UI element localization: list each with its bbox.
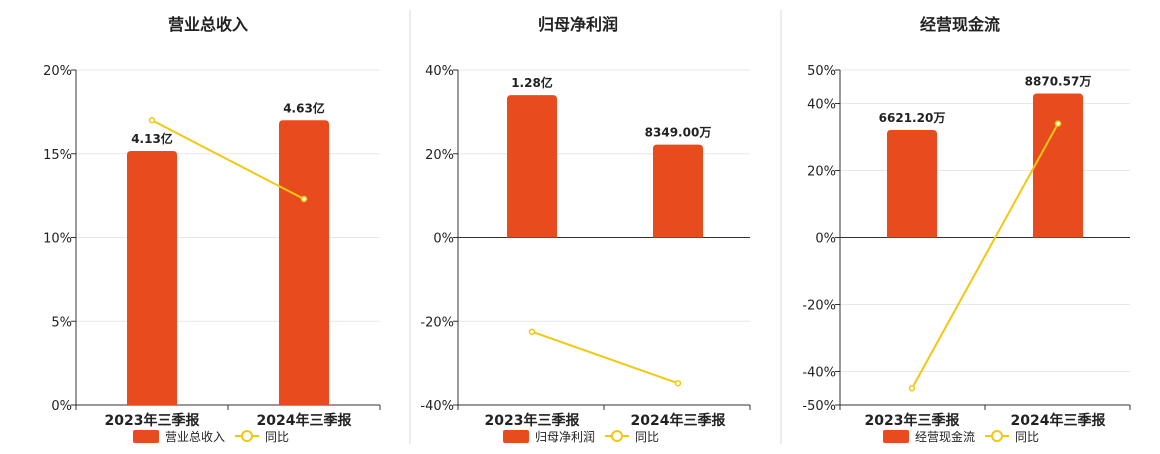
legend-label: 经营现金流 [915,429,975,444]
x-tick-label: 2024年三季报 [257,412,352,429]
legend-label: 归母净利润 [535,430,595,444]
y-tick-label: 10% [43,232,72,247]
legend-bar-swatch [133,430,159,443]
legend-line-marker [611,430,623,442]
y-tick-label: 15% [43,148,72,163]
bar [653,144,703,238]
chart-title: 经营现金流 [920,15,1000,34]
x-tick-label: 2024年三季报 [631,412,726,429]
y-tick-label: -20% [802,299,836,314]
chart-panel: 营业总收入 20% 15% 10% 5% 0% 4.13亿 4.63亿 2023年三季报 2024… [43,15,381,444]
legend-bar-swatch [883,430,909,443]
x-tick-label: 2024年三季报 [1011,412,1106,429]
bar-value-label: 1.28亿 [511,75,553,90]
yoy-point [674,379,682,387]
x-tick-label: 2023年三季报 [105,412,200,429]
bar-value-label: 6621.20万 [879,111,946,125]
bar [1033,93,1083,238]
bar-value-label: 8349.00万 [645,126,712,140]
chart-panel: 经营现金流 50% 40% 20% 0% -20% -40% -50% 6621.20万 8870… [802,15,1131,444]
y-tick-label: 20% [807,165,836,180]
yoy-point [300,195,308,203]
legend-label: 同比 [635,430,659,444]
y-tick-label: -20% [420,315,454,330]
yoy-point [908,385,916,392]
y-tick-label: -50% [802,399,836,414]
bar-value-label: 8870.57万 [1025,74,1092,88]
bar [279,120,329,405]
y-tick-label: 40% [425,64,454,79]
y-tick-label: 0% [433,232,454,247]
legend-line-marker [991,430,1003,442]
y-tick-label: -40% [802,366,836,381]
y-tick-label: 5% [51,315,72,330]
y-tick-label: 0% [815,232,836,247]
yoy-line [151,119,305,200]
chart-title: 归母净利润 [538,15,618,34]
yoy-line [911,123,1059,389]
legend-bar-swatch [503,430,529,443]
yoy-line [531,330,679,385]
bar-value-label: 4.13亿 [131,131,173,146]
chart-title: 营业总收入 [168,15,248,34]
y-tick-label: 0% [51,399,72,414]
legend-line-marker [241,430,253,442]
bar [887,129,937,238]
y-tick-label: -40% [420,399,454,414]
legend-label: 营业总收入 [165,430,225,444]
yoy-point [148,117,156,124]
y-tick-label: 20% [43,64,72,79]
x-tick-label: 2023年三季报 [865,412,960,429]
bar [507,95,557,238]
y-tick-label: 40% [807,98,836,113]
legend-label: 同比 [1015,430,1039,444]
yoy-point [528,328,536,335]
bar [127,151,177,405]
legend-label: 同比 [265,430,289,444]
y-tick-label: 20% [425,148,454,163]
chart-panel: 归母净利润 40% 20% 0% -20% -40% 1.28亿 8349.00万 2023年三… [420,15,751,444]
x-tick-label: 2023年三季报 [485,412,580,429]
y-tick-label: 50% [807,64,836,79]
yoy-point [1054,120,1062,127]
bar-value-label: 4.63亿 [283,100,325,115]
